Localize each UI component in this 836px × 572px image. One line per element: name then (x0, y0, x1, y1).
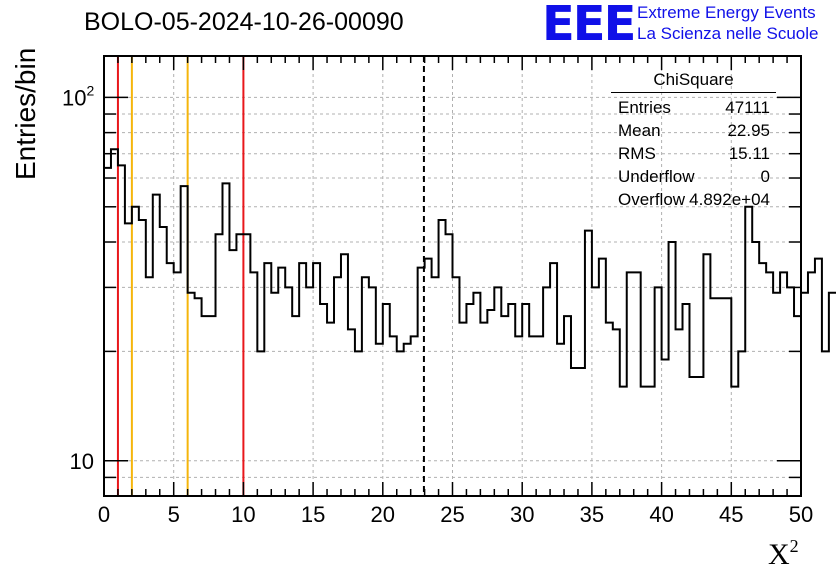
x-tick-label: 5 (168, 502, 180, 527)
y-axis-label-text: Entries/bin (10, 47, 41, 180)
stats-value: 15.11 (728, 144, 770, 163)
x-axis-label: X2 (768, 536, 799, 572)
x-tick-label: 20 (371, 502, 395, 527)
stats-row-overflow: Overflow 4.892e+04 (611, 188, 776, 211)
stats-label: Entries (618, 98, 671, 117)
x-tick-label: 0 (98, 502, 110, 527)
y-tick-label: 102 (62, 82, 94, 110)
stats-label: Overflow (618, 190, 686, 209)
stats-value: 22.95 (727, 121, 770, 140)
y-tick-label-exp: 2 (86, 82, 94, 98)
grid-lines (104, 56, 801, 497)
stats-box: ChiSquare Entries 47111 Mean 22.95 RMS 15.1… (611, 70, 776, 211)
histogram-step-line (104, 148, 836, 388)
x-axis-label-sup: 2 (789, 536, 799, 556)
stats-label: RMS (618, 144, 656, 163)
stats-value: 47111 (725, 98, 770, 117)
axis-ticks (103, 56, 802, 497)
eee-logo: EEE (542, 0, 636, 52)
y-tick-label: 10 (70, 449, 94, 474)
stats-row-rms: RMS 15.11 (611, 142, 776, 165)
x-tick-label: 40 (649, 502, 673, 527)
stats-row-mean: Mean 22.95 (611, 119, 776, 142)
chart-title: BOLO-05-2024-10-26-00090 (84, 8, 404, 36)
logo-line-1: Extreme Energy Events (637, 3, 816, 22)
stats-row-underflow: Underflow 0 (611, 165, 776, 188)
x-tick-label: 30 (510, 502, 534, 527)
x-axis-label-text: X (768, 538, 790, 571)
stats-value: 4.892e+04 (689, 190, 770, 209)
x-tick-label: 10 (231, 502, 255, 527)
x-tick-label: 45 (719, 502, 743, 527)
stats-box-title: ChiSquare (611, 70, 776, 93)
y-axis-label: Entries/bin (8, 48, 41, 180)
stats-label: Underflow (618, 167, 695, 186)
logo-line-2: La Scienza nelle Scuole (637, 24, 819, 43)
stats-row-entries: Entries 47111 (611, 96, 776, 119)
x-tick-label: 35 (580, 502, 604, 527)
x-tick-label: 25 (440, 502, 464, 527)
stats-label: Mean (618, 121, 661, 140)
x-tick-label: 50 (789, 502, 813, 527)
stats-value: 0 (760, 167, 770, 186)
x-tick-label: 15 (301, 502, 325, 527)
